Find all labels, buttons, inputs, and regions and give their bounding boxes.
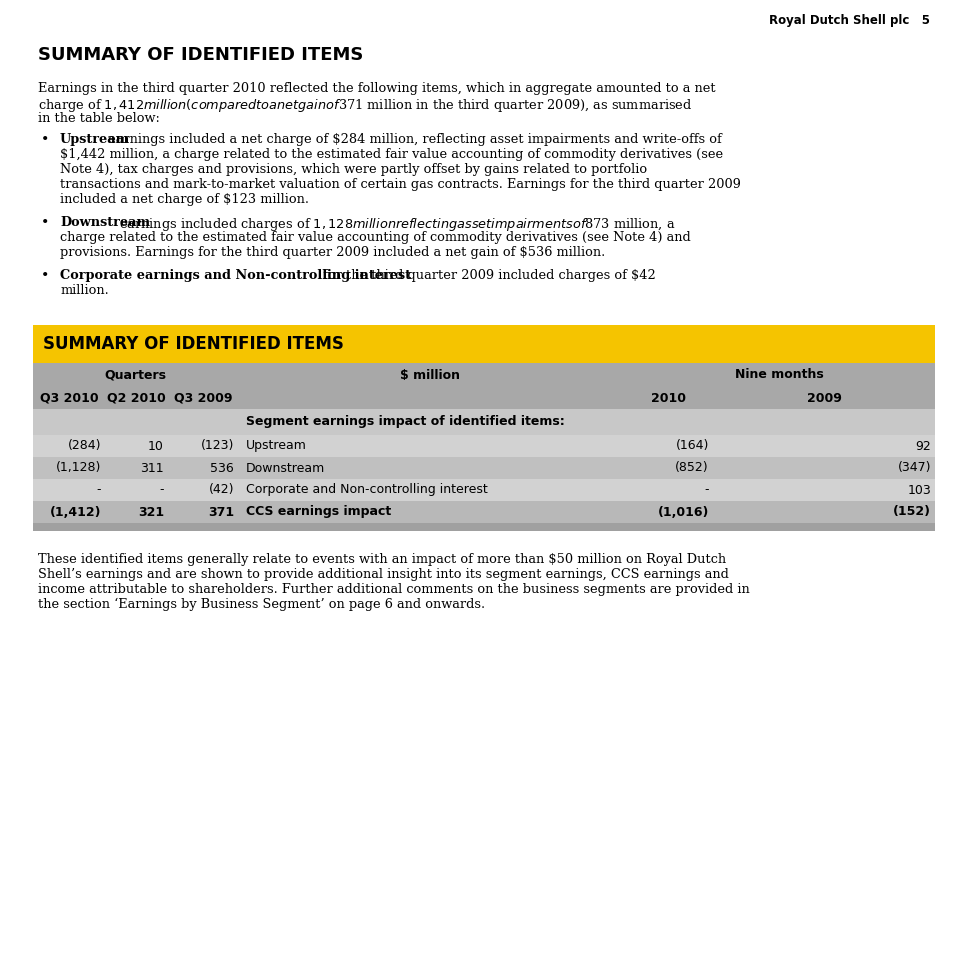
- Text: Upstream: Upstream: [60, 133, 131, 146]
- Text: transactions and mark-to-market valuation of certain gas contracts. Earnings for: transactions and mark-to-market valuatio…: [60, 178, 741, 191]
- Text: charge related to the estimated fair value accounting of commodity derivatives (: charge related to the estimated fair val…: [60, 231, 691, 244]
- Text: Q3 2009: Q3 2009: [174, 391, 232, 405]
- Text: Quarters: Quarters: [105, 369, 166, 381]
- Text: (1,128): (1,128): [56, 462, 101, 474]
- Text: the section ‘Earnings by Business Segment’ on page 6 and onwards.: the section ‘Earnings by Business Segmen…: [38, 598, 485, 611]
- Bar: [33, 435, 935, 457]
- Text: -: -: [705, 483, 709, 497]
- Text: charge of $1,412 million (compared to a net gain of $371 million in the third qu: charge of $1,412 million (compared to a …: [38, 97, 692, 114]
- Text: Q3 2010: Q3 2010: [39, 391, 98, 405]
- Bar: [33, 325, 935, 363]
- Text: (1,412): (1,412): [50, 505, 101, 519]
- Text: 371: 371: [208, 505, 234, 519]
- Bar: [33, 501, 935, 523]
- Text: •: •: [41, 133, 49, 147]
- Text: Upstream: Upstream: [246, 439, 307, 452]
- Bar: [33, 409, 935, 435]
- Text: 103: 103: [907, 483, 931, 497]
- Bar: [33, 479, 935, 501]
- Text: Nine months: Nine months: [734, 369, 824, 381]
- Text: for the third quarter 2009 included charges of $42: for the third quarter 2009 included char…: [320, 269, 657, 282]
- Text: (123): (123): [201, 439, 234, 452]
- Text: Downstream: Downstream: [246, 462, 325, 474]
- Text: earnings included a net charge of $284 million, reflecting asset impairments and: earnings included a net charge of $284 m…: [104, 133, 722, 146]
- Text: (284): (284): [67, 439, 101, 452]
- Bar: [33, 457, 935, 479]
- Bar: [33, 363, 935, 387]
- Text: 2009: 2009: [806, 391, 841, 405]
- Text: -: -: [97, 483, 101, 497]
- Text: (1,016): (1,016): [658, 505, 709, 519]
- Text: -: -: [159, 483, 164, 497]
- Text: provisions. Earnings for the third quarter 2009 included a net gain of $536 mill: provisions. Earnings for the third quart…: [60, 246, 605, 259]
- Text: •: •: [41, 216, 49, 230]
- Text: These identified items generally relate to events with an impact of more than $5: These identified items generally relate …: [38, 553, 726, 566]
- Text: income attributable to shareholders. Further additional comments on the business: income attributable to shareholders. Fur…: [38, 583, 750, 596]
- Text: Shell’s earnings and are shown to provide additional insight into its segment ea: Shell’s earnings and are shown to provid…: [38, 568, 729, 581]
- Text: 536: 536: [210, 462, 234, 474]
- Text: Segment earnings impact of identified items:: Segment earnings impact of identified it…: [246, 415, 564, 429]
- Text: 92: 92: [915, 439, 931, 452]
- Text: SUMMARY OF IDENTIFIED ITEMS: SUMMARY OF IDENTIFIED ITEMS: [38, 46, 364, 64]
- Text: Royal Dutch Shell plc   5: Royal Dutch Shell plc 5: [769, 14, 930, 27]
- Text: (42): (42): [208, 483, 234, 497]
- Text: 321: 321: [138, 505, 164, 519]
- Text: Q2 2010: Q2 2010: [108, 391, 166, 405]
- Text: earnings included charges of $1,128 million reflecting asset impairments of $873: earnings included charges of $1,128 mill…: [115, 216, 676, 233]
- Text: $1,442 million, a charge related to the estimated fair value accounting of commo: $1,442 million, a charge related to the …: [60, 148, 723, 161]
- Text: included a net charge of $123 million.: included a net charge of $123 million.: [60, 193, 309, 206]
- Text: Earnings in the third quarter 2010 reflected the following items, which in aggre: Earnings in the third quarter 2010 refle…: [38, 82, 715, 95]
- Text: •: •: [41, 269, 49, 283]
- Text: Corporate and Non-controlling interest: Corporate and Non-controlling interest: [246, 483, 488, 497]
- Text: (152): (152): [893, 505, 931, 519]
- Bar: [33, 387, 935, 409]
- Text: CCS earnings impact: CCS earnings impact: [246, 505, 392, 519]
- Text: (347): (347): [898, 462, 931, 474]
- Text: $ million: $ million: [400, 369, 461, 381]
- Text: 311: 311: [140, 462, 164, 474]
- Bar: [33, 523, 935, 531]
- Text: SUMMARY OF IDENTIFIED ITEMS: SUMMARY OF IDENTIFIED ITEMS: [43, 335, 344, 353]
- Text: Note 4), tax charges and provisions, which were partly offset by gains related t: Note 4), tax charges and provisions, whi…: [60, 163, 647, 176]
- Text: 2010: 2010: [651, 391, 685, 405]
- Text: Corporate earnings and Non-controlling interest: Corporate earnings and Non-controlling i…: [60, 269, 411, 282]
- Text: 10: 10: [148, 439, 164, 452]
- Text: Downstream: Downstream: [60, 216, 150, 229]
- Text: (852): (852): [676, 462, 709, 474]
- Text: in the table below:: in the table below:: [38, 112, 160, 125]
- Text: (164): (164): [676, 439, 709, 452]
- Text: million.: million.: [60, 284, 108, 297]
